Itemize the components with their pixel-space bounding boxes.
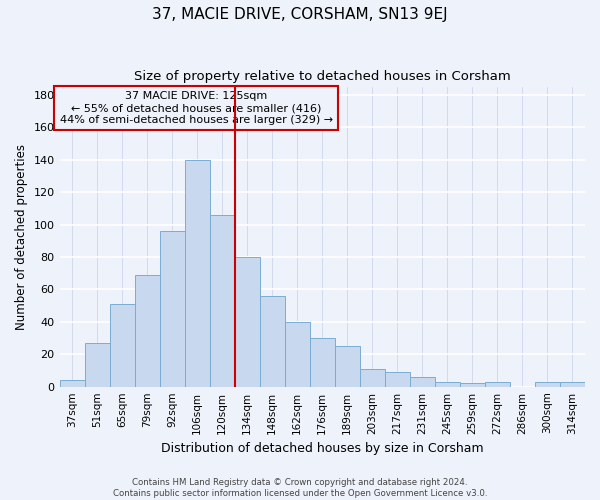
Bar [360,369,385,386]
Bar [85,343,110,386]
Bar [134,275,160,386]
Bar [235,257,260,386]
Bar [160,231,185,386]
Y-axis label: Number of detached properties: Number of detached properties [15,144,28,330]
Bar [460,384,485,386]
Bar [260,296,285,386]
Bar [335,346,360,387]
Text: 37, MACIE DRIVE, CORSHAM, SN13 9EJ: 37, MACIE DRIVE, CORSHAM, SN13 9EJ [152,8,448,22]
Bar [209,215,235,386]
Bar [385,372,410,386]
Bar [410,377,435,386]
Text: 37 MACIE DRIVE: 125sqm
← 55% of detached houses are smaller (416)
44% of semi-de: 37 MACIE DRIVE: 125sqm ← 55% of detached… [59,92,333,124]
Title: Size of property relative to detached houses in Corsham: Size of property relative to detached ho… [134,70,511,83]
Bar [285,322,310,386]
Bar [535,382,560,386]
Bar [310,338,335,386]
X-axis label: Distribution of detached houses by size in Corsham: Distribution of detached houses by size … [161,442,484,455]
Bar [435,382,460,386]
Bar [485,382,510,386]
Text: Contains HM Land Registry data © Crown copyright and database right 2024.
Contai: Contains HM Land Registry data © Crown c… [113,478,487,498]
Bar [110,304,134,386]
Bar [560,382,585,386]
Bar [59,380,85,386]
Bar [185,160,209,386]
